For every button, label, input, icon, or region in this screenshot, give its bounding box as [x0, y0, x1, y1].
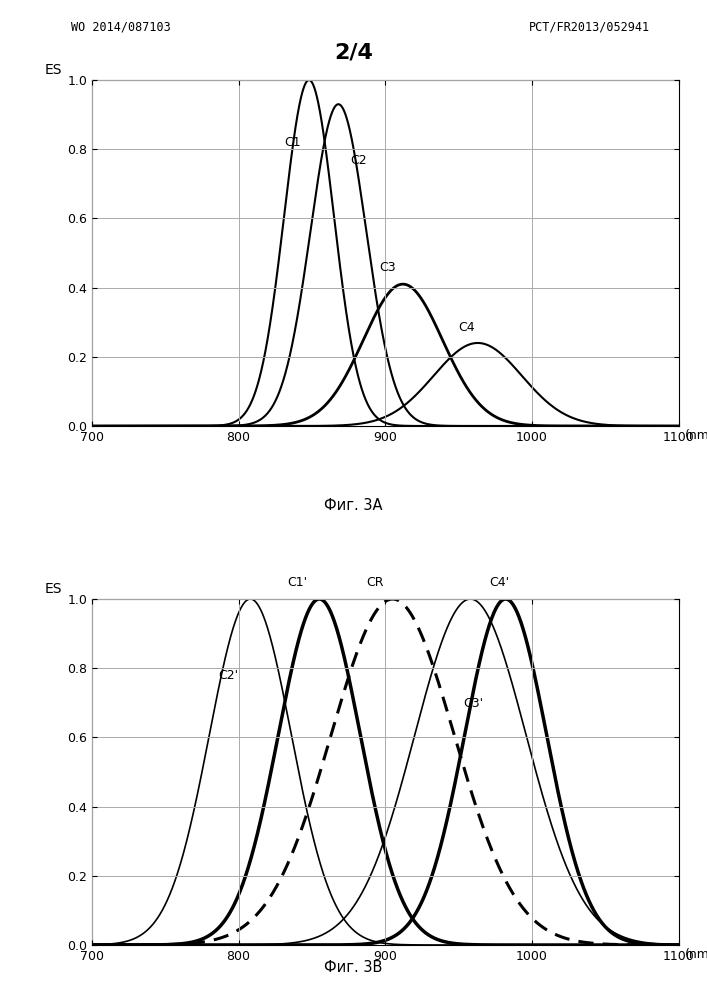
Text: (nm): (nm) [684, 429, 707, 442]
Text: WO 2014/087103: WO 2014/087103 [71, 20, 170, 33]
Text: C2: C2 [350, 153, 367, 166]
Text: C4': C4' [490, 576, 510, 589]
Text: C2': C2' [218, 669, 238, 682]
Text: C3: C3 [380, 261, 396, 274]
Text: ES: ES [45, 582, 62, 596]
Text: Фиг. 3A: Фиг. 3A [325, 498, 382, 513]
Text: Фиг. 3B: Фиг. 3B [325, 960, 382, 975]
Text: C3': C3' [463, 697, 484, 710]
Text: C1': C1' [287, 576, 308, 589]
Text: 2/4: 2/4 [334, 42, 373, 62]
Text: C4: C4 [459, 321, 475, 334]
Text: (nm): (nm) [684, 948, 707, 961]
Text: ES: ES [45, 63, 62, 77]
Text: PCT/FR2013/052941: PCT/FR2013/052941 [530, 20, 650, 33]
Text: C1: C1 [284, 136, 300, 149]
Text: CR: CR [366, 576, 384, 589]
